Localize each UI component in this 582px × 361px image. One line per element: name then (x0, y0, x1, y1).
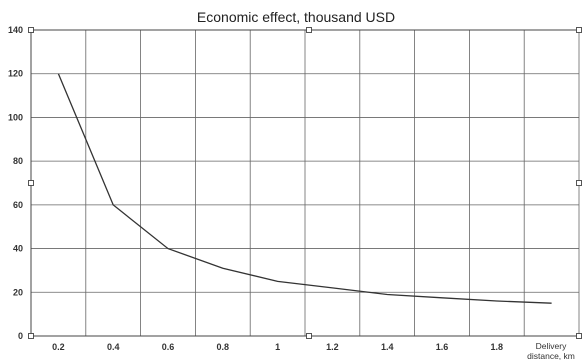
selection-handles[interactable] (28, 27, 582, 339)
series (57, 73, 552, 304)
x-tick-label: 1 (275, 342, 280, 352)
y-tick-label: 80 (13, 156, 23, 166)
x-tick-label: 1.4 (381, 342, 394, 352)
y-tick-label: 20 (13, 287, 23, 297)
x-tick-labels: 0.2 0.4 0.6 0.8 1 1.2 1.4 1.6 1.8 (52, 342, 503, 352)
handle-top-left[interactable] (28, 27, 34, 33)
handle-bottom-right[interactable] (576, 333, 582, 339)
grid (31, 29, 580, 336)
x-tick-label: 0.2 (52, 342, 65, 352)
y-tick-label: 100 (8, 112, 23, 122)
y-tick-label: 120 (8, 69, 23, 79)
y-tick-label: 60 (13, 200, 23, 210)
x-tick-label: 1.8 (491, 342, 504, 352)
handle-top-right[interactable] (576, 27, 582, 33)
y-tick-label: 0 (18, 331, 23, 341)
handle-bottom-center[interactable] (306, 333, 312, 339)
handle-middle-left[interactable] (28, 180, 34, 186)
y-tick-label: 40 (13, 244, 23, 254)
x-tick-label: 1.6 (436, 342, 449, 352)
series-line (57, 73, 552, 304)
x-axis-label-line2: distance, km (527, 351, 575, 361)
y-tick-labels: 0 20 40 60 80 100 120 140 (8, 25, 23, 341)
handle-middle-right[interactable] (576, 180, 582, 186)
chart-title: Economic effect, thousand USD (197, 9, 395, 25)
x-tick-label: 0.4 (107, 342, 120, 352)
handle-bottom-left[interactable] (28, 333, 34, 339)
x-axis-label-line1: Delivery (536, 341, 567, 351)
x-tick-label: 1.2 (326, 342, 339, 352)
y-tick-label: 140 (8, 25, 23, 35)
x-tick-label: 0.6 (162, 342, 175, 352)
handle-top-center[interactable] (306, 27, 312, 33)
x-tick-label: 0.8 (217, 342, 230, 352)
